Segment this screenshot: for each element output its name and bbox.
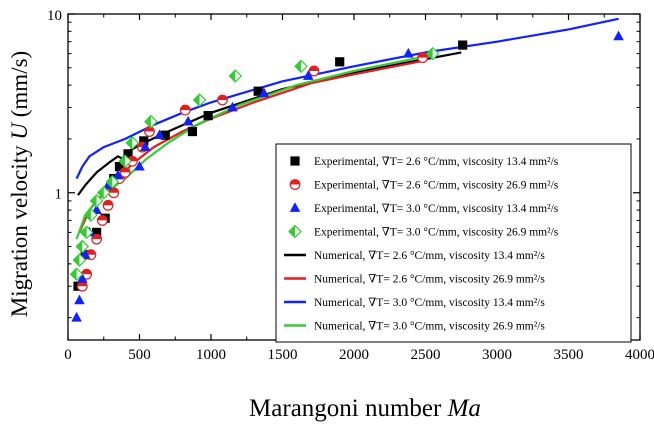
data-point-s4-12 <box>192 93 207 107</box>
data-point-s3-12 <box>182 115 194 126</box>
legend-swatch-2 <box>289 179 301 190</box>
x-tick-label-0: 0 <box>64 347 72 363</box>
y-tick-label-1: 1 <box>55 187 63 203</box>
data-point-s4-10 <box>125 136 140 150</box>
data-point-s4-5 <box>84 208 98 222</box>
data-point-s3-3 <box>77 273 88 283</box>
data-point-s4-8 <box>105 175 120 189</box>
x-tick-label-2500: 2500 <box>411 347 441 363</box>
data-point-s1-3 <box>92 227 102 237</box>
data-point-s4-6 <box>89 194 104 208</box>
data-point-s3-10 <box>139 141 151 152</box>
data-point-s2-7 <box>108 187 120 199</box>
data-point-s1-13 <box>335 57 345 67</box>
data-point-s4-15 <box>425 46 440 61</box>
data-point-s4-4 <box>79 225 94 240</box>
data-point-s2-13 <box>179 104 191 116</box>
legend-swatch-3 <box>289 202 301 212</box>
data-point-s3-13 <box>227 101 238 112</box>
x-tick-label-1000: 1000 <box>196 347 226 363</box>
legend-label-5: Numerical, ∇T= 2.6 °C/mm, viscosity 13.4… <box>314 250 545 262</box>
data-point-s2-16 <box>417 52 429 64</box>
data-point-s4-14 <box>294 59 308 74</box>
data-point-s2-10 <box>126 155 138 167</box>
data-point-s2-1 <box>76 280 88 292</box>
x-tick-label-500: 500 <box>128 347 151 363</box>
data-point-s3-17 <box>613 30 624 41</box>
legend: Experimental, ∇T= 2.6 °C/mm, viscosity 1… <box>275 143 632 343</box>
data-point-s4-11 <box>144 114 158 129</box>
series-line-7 <box>75 17 619 180</box>
legend-label-7: Numerical, ∇T= 3.0 °C/mm, viscosity 13.4… <box>314 297 545 309</box>
x-tick-label-2000: 2000 <box>339 347 369 363</box>
data-point-s1-7 <box>123 149 133 159</box>
axes: 0 500 1000 1500 2000 2500 3000 3500 4000 1 10 <box>47 8 654 363</box>
data-point-s4-9 <box>118 154 133 169</box>
y-axis-label: Migration velocity U (mm/s) <box>7 51 32 317</box>
x-tick-label-1500: 1500 <box>268 347 298 363</box>
x-tick-label-3500: 3500 <box>554 347 584 363</box>
data-point-s2-9 <box>119 166 131 178</box>
data-point-s3-4 <box>79 248 91 259</box>
y-tick-label-10: 10 <box>47 8 62 24</box>
data-point-s1-8 <box>139 136 149 146</box>
data-point-s3-8 <box>112 169 124 180</box>
x-axis-label: Marangoni number Ma <box>249 395 481 422</box>
data-point-s3-11 <box>154 129 165 140</box>
x-axis-label-text: Marangoni number <box>249 395 442 422</box>
data-point-s1-12 <box>253 86 263 96</box>
data-point-s3-1 <box>71 311 82 322</box>
axis-labels: Marangoni number Ma Migration velocity U… <box>7 51 481 422</box>
legend-label-6: Numerical, ∇T= 2.6 °C/mm, viscosity 26.9… <box>314 274 545 286</box>
y-axis-label-unit: (mm/s) <box>7 51 32 117</box>
y-axis-label-symbol: U <box>7 122 32 140</box>
legend-swatch-4 <box>288 224 302 239</box>
data-point-s1-6 <box>114 162 125 172</box>
legend-label-3: Experimental, ∇T= 3.0 °C/mm, viscosity 1… <box>314 203 559 215</box>
data-point-s4-13 <box>228 69 243 83</box>
data-point-s2-5 <box>96 214 108 226</box>
legend-label-1: Experimental, ∇T= 2.6 °C/mm, viscosity 1… <box>314 156 559 168</box>
data-point-s3-16 <box>403 47 414 58</box>
legend-box <box>275 143 632 343</box>
data-point-s3-15 <box>302 70 314 80</box>
x-tick-label-3000: 3000 <box>482 347 512 363</box>
data-point-s1-11 <box>203 111 213 121</box>
data-point-s4-7 <box>96 185 111 200</box>
plot-area <box>69 17 624 322</box>
data-point-s1-9 <box>160 130 170 140</box>
y-axis-label-text: Migration velocity <box>7 145 32 317</box>
x-axis-label-symbol: Ma <box>447 395 481 422</box>
legend-label-2: Experimental, ∇T= 2.6 °C/mm, viscosity 2… <box>314 180 559 192</box>
data-point-s1-10 <box>187 126 198 137</box>
data-point-s1-14 <box>458 40 468 50</box>
data-point-s3-2 <box>74 294 85 305</box>
data-point-s3-14 <box>258 87 270 98</box>
legend-label-4: Experimental, ∇T= 3.0 °C/mm, viscosity 2… <box>314 227 559 239</box>
legend-swatch-1 <box>290 156 300 166</box>
x-tick-label-4000: 4000 <box>625 347 654 363</box>
data-point-s4-1 <box>69 267 84 282</box>
legend-label-8: Numerical, ∇T= 3.0 °C/mm, viscosity 26.9… <box>314 321 545 333</box>
data-point-s2-6 <box>102 199 114 211</box>
data-point-s4-2 <box>72 253 87 267</box>
data-point-s2-12 <box>144 126 155 137</box>
data-point-s2-14 <box>217 94 228 106</box>
data-point-s2-15 <box>308 65 320 77</box>
data-point-s4-3 <box>75 239 90 254</box>
data-point-s3-9 <box>134 160 145 171</box>
